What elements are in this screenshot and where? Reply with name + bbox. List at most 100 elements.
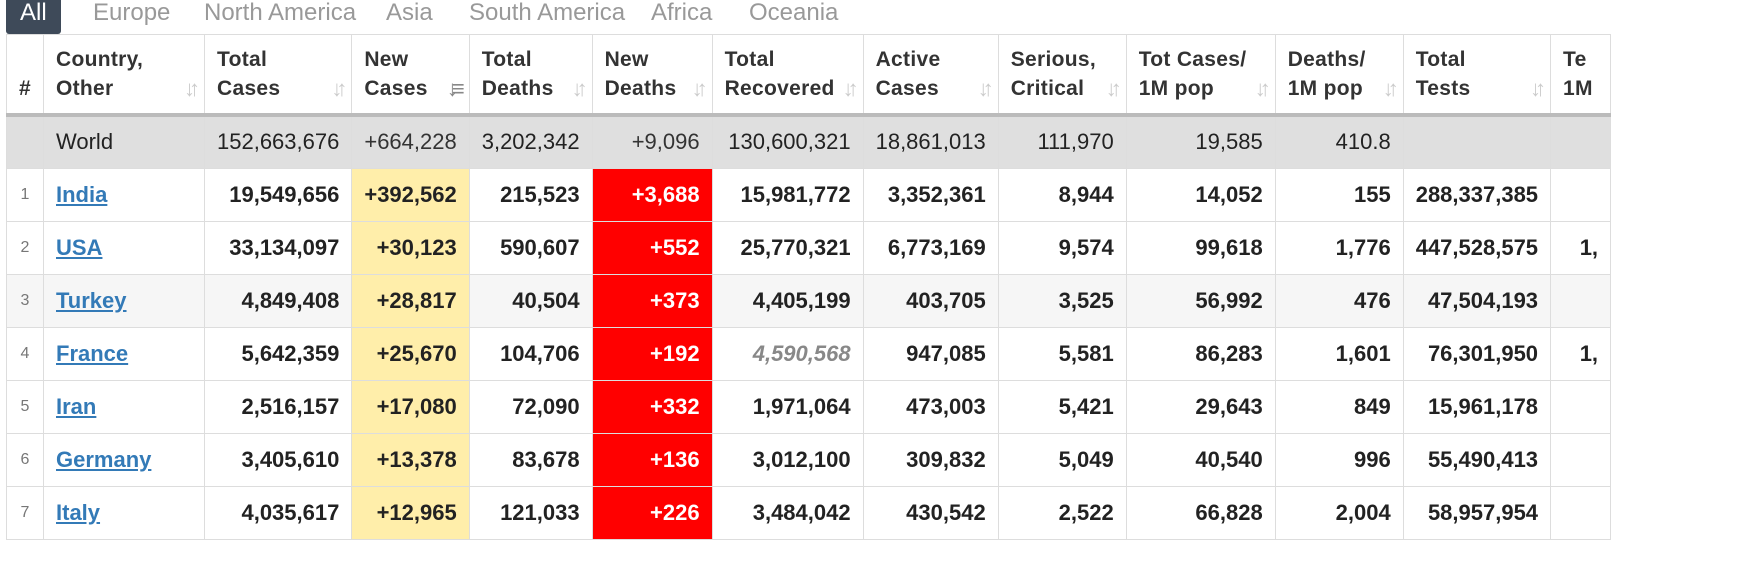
header-total-recovered[interactable]: Total Recovered ↓↑ (711, 34, 864, 117)
header-tests-per-million[interactable]: Te 1M (1550, 34, 1612, 117)
table-row: 2 USA 33,134,097 +30,123 590,607 +552 25… (6, 221, 1612, 275)
tests-per-million-cell (1550, 114, 1612, 169)
sort-desc-icon[interactable]: ↓≡ (446, 75, 465, 101)
country-link[interactable]: USA (56, 235, 103, 260)
new-cases-cell: +17,080 (351, 380, 470, 434)
tab-oceania[interactable]: Oceania (749, 0, 839, 26)
sort-icon[interactable]: ↓↑ (842, 75, 859, 101)
sort-icon[interactable]: ↓↑ (184, 75, 200, 101)
total-cases-cell: 33,134,097 (203, 221, 353, 275)
tests-per-million-cell: 1, (1550, 221, 1612, 275)
table-row: 1 India 19,549,656 +392,562 215,523 +3,6… (6, 168, 1612, 222)
country-cell: USA (43, 221, 205, 275)
rank-cell (6, 114, 44, 169)
total-recovered-cell: 130,600,321 (711, 114, 864, 169)
deaths-per-million-cell: 155 (1274, 168, 1404, 222)
serious-critical-cell: 2,522 (997, 486, 1127, 540)
sort-icon[interactable]: ↓↑ (1530, 75, 1546, 101)
sort-icon[interactable]: ↓↑ (1254, 75, 1271, 101)
total-recovered-cell: 4,590,568 (711, 327, 864, 381)
cases-per-million-cell: 56,992 (1125, 274, 1276, 328)
new-deaths-cell: +192 (591, 327, 713, 381)
continent-tabs: All Europe North America Asia South Amer… (0, 0, 1740, 34)
tests-per-million-cell (1550, 433, 1612, 487)
header-active-cases[interactable]: Active Cases ↓↑ (862, 34, 999, 117)
total-cases-cell: 4,035,617 (203, 486, 353, 540)
country-cell: India (43, 168, 205, 222)
header-total-deaths[interactable]: Total Deaths ↓↑ (468, 34, 593, 117)
total-tests-cell: 288,337,385 (1402, 168, 1552, 222)
rank-cell: 1 (6, 168, 44, 222)
tab-asia[interactable]: Asia (386, 0, 433, 26)
header-deaths-per-million[interactable]: Deaths/1M pop ↓↑ (1274, 34, 1404, 117)
header-new-deaths[interactable]: New Deaths ↓↑ (591, 34, 713, 117)
sort-icon[interactable]: ↓↑ (1382, 75, 1399, 101)
tab-south-america[interactable]: South America (469, 0, 626, 26)
tests-per-million-cell (1550, 274, 1612, 328)
active-cases-cell: 430,542 (862, 486, 999, 540)
total-deaths-cell: 215,523 (468, 168, 593, 222)
country-link[interactable]: France (56, 341, 129, 366)
sort-icon[interactable]: ↓↑ (691, 75, 708, 101)
serious-critical-cell: 5,049 (997, 433, 1127, 487)
total-deaths-cell: 104,706 (468, 327, 593, 381)
rank-cell: 5 (6, 380, 44, 434)
tab-europe[interactable]: Europe (93, 0, 171, 26)
active-cases-cell: 3,352,361 (862, 168, 999, 222)
deaths-per-million-cell: 996 (1274, 433, 1404, 487)
total-cases-cell: 152,663,676 (203, 114, 353, 169)
header-rank[interactable]: # (6, 34, 44, 117)
rank-cell: 6 (6, 433, 44, 487)
sort-icon[interactable]: ↓↑ (1105, 75, 1122, 101)
active-cases-cell: 403,705 (862, 274, 999, 328)
total-recovered-cell: 15,981,772 (711, 168, 864, 222)
total-cases-cell: 2,516,157 (203, 380, 353, 434)
rank-cell: 3 (6, 274, 44, 328)
deaths-per-million-cell: 2,004 (1274, 486, 1404, 540)
covid-table: # Country, Other ↓↑ Total Cases ↓↑ New Cases ↓… (6, 34, 1612, 540)
total-recovered-cell: 3,484,042 (711, 486, 864, 540)
country-cell: World (43, 114, 205, 169)
deaths-per-million-cell: 1,601 (1274, 327, 1404, 381)
country-link[interactable]: Germany (56, 447, 152, 472)
cases-per-million-cell: 29,643 (1125, 380, 1276, 434)
new-cases-cell: +392,562 (351, 168, 470, 222)
header-total-tests[interactable]: Total Tests ↓↑ (1402, 34, 1552, 117)
total-recovered-cell: 1,971,064 (711, 380, 864, 434)
tab-north-america[interactable]: North America (204, 0, 357, 26)
country-link[interactable]: Turkey (56, 288, 127, 313)
rank-cell: 4 (6, 327, 44, 381)
header-new-cases[interactable]: New Cases ↓≡ (351, 34, 470, 117)
total-cases-cell: 3,405,610 (203, 433, 353, 487)
tab-all[interactable]: All (6, 0, 61, 34)
country-link[interactable]: Iran (56, 394, 97, 419)
new-cases-cell: +28,817 (351, 274, 470, 328)
total-deaths-cell: 3,202,342 (468, 114, 593, 169)
cases-per-million-cell: 99,618 (1125, 221, 1276, 275)
total-tests-cell: 76,301,950 (1402, 327, 1552, 381)
deaths-per-million-cell: 849 (1274, 380, 1404, 434)
total-deaths-cell: 40,504 (468, 274, 593, 328)
total-cases-cell: 4,849,408 (203, 274, 353, 328)
total-tests-cell: 447,528,575 (1402, 221, 1552, 275)
country-link[interactable]: India (56, 182, 108, 207)
sort-icon[interactable]: ↓↑ (977, 75, 994, 101)
country-link[interactable]: Italy (56, 500, 101, 525)
header-cases-per-million[interactable]: Tot Cases/1M pop ↓↑ (1125, 34, 1276, 117)
cases-per-million-cell: 40,540 (1125, 433, 1276, 487)
header-country[interactable]: Country, Other ↓↑ (43, 34, 205, 117)
total-cases-cell: 19,549,656 (203, 168, 353, 222)
total-deaths-cell: 83,678 (468, 433, 593, 487)
sort-icon[interactable]: ↓↑ (571, 75, 588, 101)
tab-africa[interactable]: Africa (651, 0, 713, 26)
total-tests-cell: 58,957,954 (1402, 486, 1552, 540)
header-total-cases[interactable]: Total Cases ↓↑ (203, 34, 353, 117)
serious-critical-cell: 5,581 (997, 327, 1127, 381)
total-recovered-cell: 3,012,100 (711, 433, 864, 487)
header-serious-critical[interactable]: Serious, Critical ↓↑ (997, 34, 1127, 117)
header-row: # Country, Other ↓↑ Total Cases ↓↑ New Cases ↓… (6, 34, 1612, 117)
total-recovered-cell: 4,405,199 (711, 274, 864, 328)
sort-icon[interactable]: ↓↑ (331, 75, 347, 101)
new-cases-cell: +664,228 (351, 114, 470, 169)
serious-critical-cell: 9,574 (997, 221, 1127, 275)
